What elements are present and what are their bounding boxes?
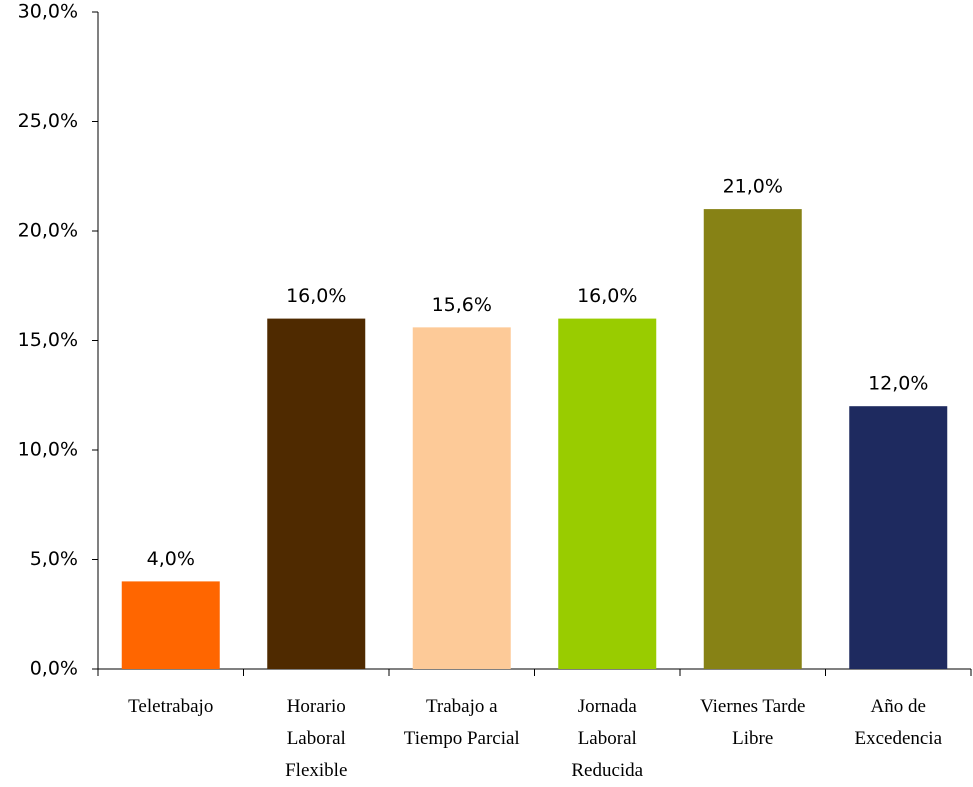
bar — [558, 318, 657, 669]
bar — [267, 318, 366, 669]
x-tick-label: Trabajo a Tiempo Parcial — [403, 696, 520, 749]
x-tick-label: Jornada Laboral Reducida — [571, 696, 644, 781]
y-tick-label: 15,0% — [18, 329, 78, 351]
x-tick-label: Año de Excedencia — [854, 696, 943, 749]
y-tick-label: 5,0% — [30, 548, 78, 570]
data-label: 16,0% — [286, 285, 346, 307]
bar — [703, 209, 802, 669]
y-tick-label: 30,0% — [18, 1, 78, 23]
bar — [849, 406, 948, 669]
x-tick-label: Horario Laboral Flexible — [285, 696, 348, 781]
data-label: 15,6% — [432, 294, 492, 316]
data-label: 16,0% — [577, 285, 637, 307]
data-label: 4,0% — [147, 548, 195, 570]
x-tick-label: Viernes Tarde Libre — [700, 696, 806, 749]
data-label: 21,0% — [723, 176, 783, 198]
data-label: 12,0% — [868, 373, 928, 395]
y-tick-label: 20,0% — [18, 220, 78, 242]
x-tick-label: Teletrabajo — [128, 696, 214, 717]
y-tick-label: 10,0% — [18, 439, 78, 461]
bar — [121, 581, 220, 669]
bar — [412, 327, 511, 669]
y-tick-label: 0,0% — [30, 658, 78, 680]
y-tick-label: 25,0% — [18, 110, 78, 132]
